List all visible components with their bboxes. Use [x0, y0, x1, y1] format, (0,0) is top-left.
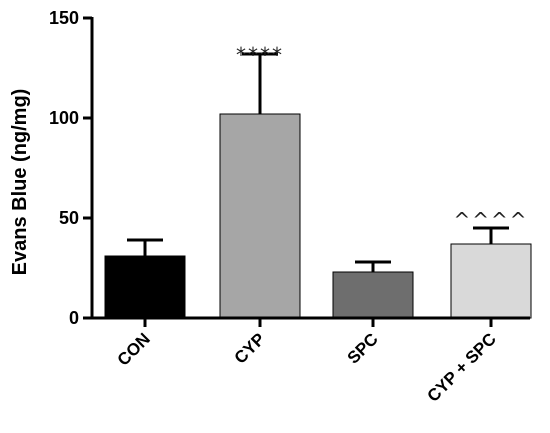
x-tick-label-cyp-spc: CYP + SPC	[423, 329, 499, 405]
x-tick-label-spc: SPC	[344, 329, 382, 367]
x-ticks-group: CON CYP SPC CYP + SPC	[114, 318, 500, 406]
x-tick-label-con: CON	[114, 329, 154, 369]
y-tick-label-150: 150	[49, 8, 79, 28]
y-axis-label: Evans Blue (ng/mg)	[9, 89, 31, 276]
significance-mark-cyp: ****	[236, 43, 284, 67]
annotations-group: **** ^^^^	[236, 43, 528, 232]
error-bars-group	[127, 52, 509, 272]
bar-cyp	[219, 113, 301, 319]
y-ticks-group: 0 50 100 150	[49, 8, 92, 328]
bar-spc	[332, 271, 414, 319]
y-tick-label-50: 50	[59, 208, 79, 228]
x-tick-label-cyp: CYP	[231, 329, 269, 367]
bar-con	[104, 255, 186, 319]
y-tick-label-0: 0	[69, 308, 79, 328]
significance-mark-cyp-spc: ^^^^	[453, 208, 528, 232]
y-tick-label-100: 100	[49, 108, 79, 128]
bar-cyp-spc	[450, 243, 532, 319]
